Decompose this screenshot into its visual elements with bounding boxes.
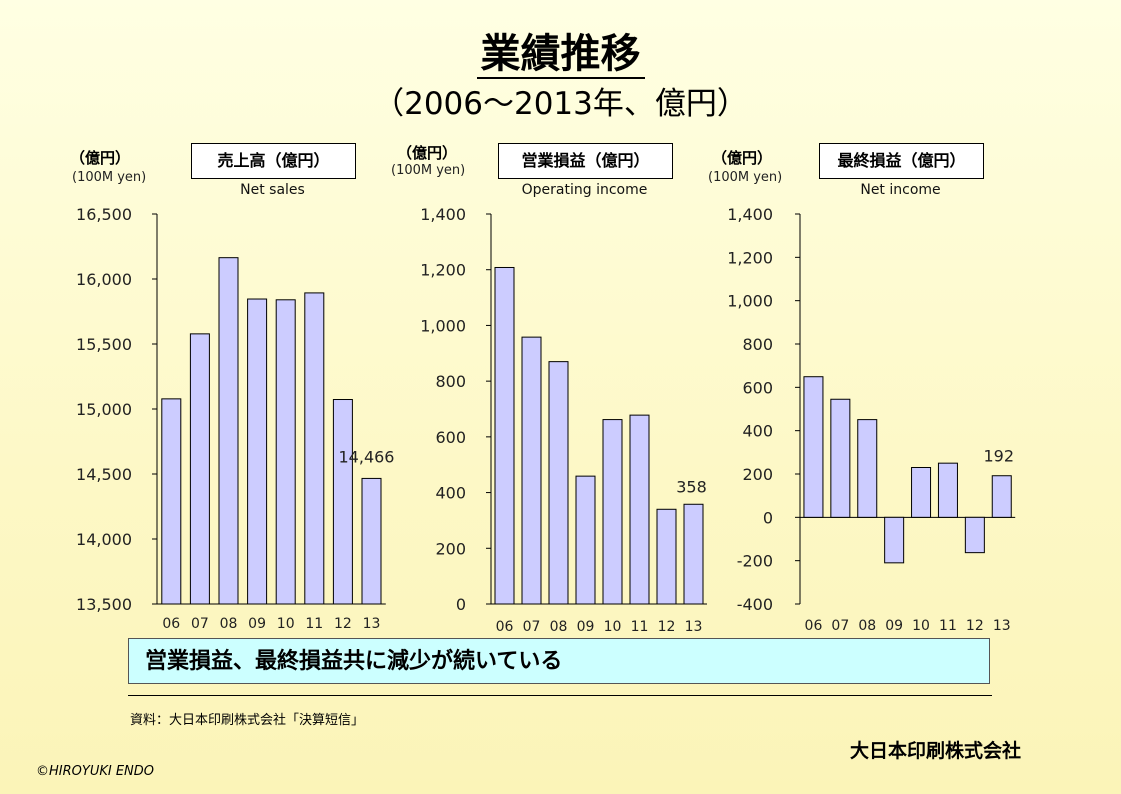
copyright: ©HIROYUKI ENDO: [36, 764, 155, 779]
chart2-y-tick-label: 1,000: [420, 316, 466, 335]
chart3-x-tick-label: 13: [993, 618, 1011, 634]
chart1-x-tick-label: 06: [162, 616, 180, 632]
chart2-y-tick-label: 0: [456, 595, 466, 614]
chart2-x-tick-label: 13: [685, 619, 703, 635]
chart3-subtitle: Net income: [860, 182, 941, 198]
chart1-y-tick-label: 15,000: [76, 400, 132, 419]
chart1-bar: [161, 398, 182, 605]
chart1-bar: [218, 257, 239, 605]
chart3-y-tick-label: 1,200: [727, 248, 773, 267]
chart3-bar: [991, 475, 1012, 518]
chart2-data-label: 358: [676, 477, 707, 496]
chart3-title-box: 最終損益（億円）: [819, 143, 984, 179]
chart3-y-tick-label: 0: [763, 508, 773, 527]
chart2-x-tick-label: 07: [523, 619, 541, 635]
chart3-bar: [857, 419, 878, 518]
chart2-x-tick-label: 09: [577, 619, 595, 635]
chart3-bar: [964, 516, 985, 554]
chart2-bar: [602, 419, 623, 605]
chart2-subtitle: Operating income: [521, 182, 648, 198]
chart1-y-tick-label: 16,500: [76, 205, 132, 224]
chart2-x-tick-label: 08: [550, 619, 568, 635]
chart1-y-tick-label: 14,000: [76, 530, 132, 549]
chart3-y-tick-label: 1,000: [727, 292, 773, 311]
chart2-bar: [656, 508, 677, 605]
chart2-y-tick-label: 1,200: [420, 261, 466, 280]
chart2-bar: [494, 266, 515, 605]
chart1-y-tick-label: 13,500: [76, 595, 132, 614]
chart2-unit-ja: （億円）: [397, 144, 458, 162]
chart1-bar: [361, 477, 382, 605]
chart2-x-tick-label: 12: [658, 619, 676, 635]
chart3-y-tick-label: 200: [742, 465, 773, 484]
chart1-bar: [247, 298, 268, 605]
chart1-bar: [189, 333, 210, 605]
chart2-y-tick-label: 200: [435, 539, 466, 558]
divider: [128, 695, 992, 696]
chart1-bar: [304, 292, 325, 605]
chart1-subtitle: Net sales: [240, 182, 305, 198]
chart2-x-tick-label: 10: [604, 619, 622, 635]
chart2-x-tick-label: 06: [496, 619, 514, 635]
summary-banner: 営業損益、最終損益共に減少が続いている: [128, 638, 990, 684]
chart1-title-box: 売上高（億円）: [191, 143, 356, 179]
chart2-y-tick-label: 800: [435, 372, 466, 391]
chart1-x-tick-label: 07: [191, 616, 209, 632]
chart2-bar: [683, 503, 704, 605]
chart3-unit-en: (100M yen): [708, 170, 783, 185]
chart3-bar: [803, 376, 824, 518]
chart2-bar: [629, 414, 650, 605]
chart3-x-tick-label: 06: [805, 618, 823, 634]
chart3-y-tick-label: 400: [742, 422, 773, 441]
chart1-x-tick-label: 13: [363, 616, 381, 632]
chart3-y-tick-label: 600: [742, 378, 773, 397]
chart2-unit-en: (100M yen): [391, 163, 466, 178]
chart2-bar: [575, 475, 596, 605]
chart3-x-tick-label: 08: [858, 618, 876, 634]
page-title: 業績推移: [0, 30, 1121, 79]
chart3-y-tick-label: 1,400: [727, 205, 773, 224]
chart3-x-tick-label: 11: [939, 618, 957, 634]
chart3-x-tick-label: 09: [885, 618, 903, 634]
chart2-y-tick-label: 1,400: [420, 205, 466, 224]
chart1-bar: [332, 399, 353, 605]
chart1-bar: [275, 299, 296, 605]
chart2-title-box: 営業損益（億円）: [498, 143, 673, 179]
chart1-y-tick-label: 15,500: [76, 335, 132, 354]
chart2-y-tick-label: 600: [435, 428, 466, 447]
chart3-data-label: 192: [983, 447, 1014, 466]
chart3-bar: [884, 516, 905, 564]
chart1-unit-en: (100M yen): [72, 170, 147, 185]
chart3-y-tick-label: -200: [737, 552, 773, 571]
chart3-y-tick-label: -400: [737, 595, 773, 614]
source-note: 資料：大日本印刷株式会社「決算短信」: [130, 713, 365, 728]
chart1-x-tick-label: 10: [277, 616, 295, 632]
chart3-y-tick-label: 800: [742, 335, 773, 354]
page-subtitle: （2006～2013年、億円）: [373, 86, 748, 122]
chart3-unit-ja: （億円）: [712, 149, 773, 167]
chart1-x-tick-label: 12: [334, 616, 352, 632]
chart3-x-tick-label: 07: [831, 618, 849, 634]
chart3-bar: [937, 462, 958, 518]
chart1-x-tick-label: 11: [305, 616, 323, 632]
chart3-bar: [911, 467, 932, 518]
chart3-bar: [830, 398, 851, 518]
chart1-x-tick-label: 08: [220, 616, 238, 632]
chart1-unit-ja: （億円）: [70, 149, 131, 167]
chart2-x-tick-label: 11: [631, 619, 649, 635]
chart3-x-tick-label: 12: [966, 618, 984, 634]
chart1-y-tick-label: 16,000: [76, 270, 132, 289]
chart2-bar: [548, 361, 569, 605]
chart1-y-tick-label: 14,500: [76, 465, 132, 484]
company-name: 大日本印刷株式会社: [850, 740, 1022, 762]
chart3-x-tick-label: 10: [912, 618, 930, 634]
chart2-y-tick-label: 400: [435, 484, 466, 503]
chart1-x-tick-label: 09: [248, 616, 266, 632]
chart1-data-label: 14,466: [339, 447, 395, 466]
chart2-bar: [521, 336, 542, 605]
